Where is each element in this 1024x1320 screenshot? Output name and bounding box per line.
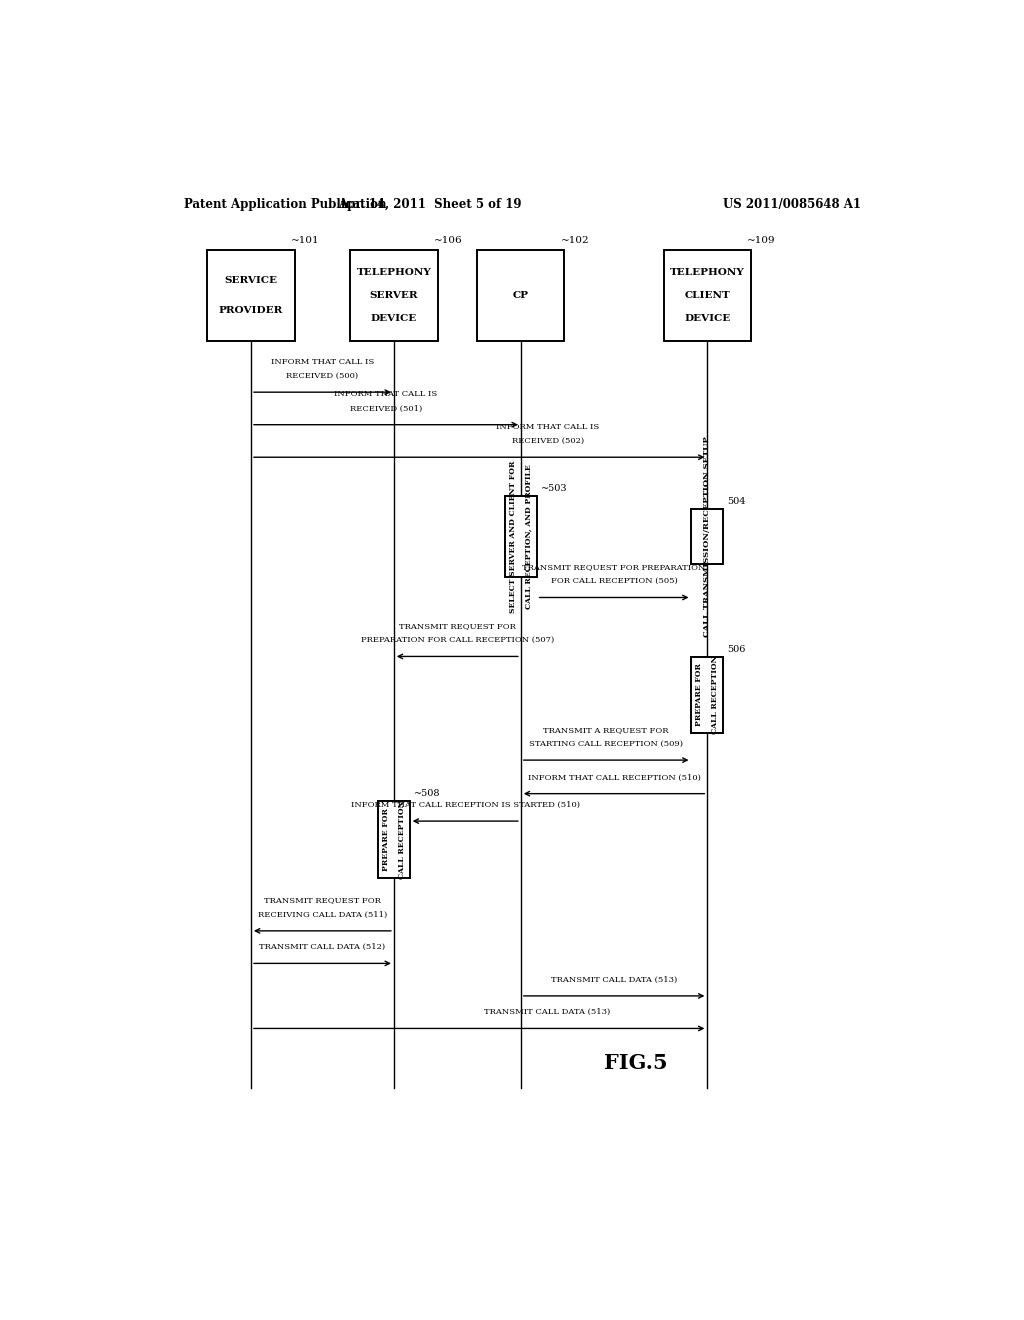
Text: TRANSMIT REQUEST FOR: TRANSMIT REQUEST FOR: [399, 622, 516, 630]
Text: RECEIVED (501): RECEIVED (501): [350, 404, 422, 412]
Text: SELECT SERVER AND CLIENT FOR: SELECT SERVER AND CLIENT FOR: [509, 461, 517, 612]
Text: US 2011/0085648 A1: US 2011/0085648 A1: [723, 198, 861, 211]
Text: CLIENT: CLIENT: [684, 292, 730, 300]
Text: 504: 504: [727, 496, 745, 506]
Text: DEVICE: DEVICE: [684, 314, 730, 323]
Text: INFORM THAT CALL IS: INFORM THAT CALL IS: [496, 422, 599, 430]
Text: CP: CP: [513, 292, 528, 300]
Bar: [505, 496, 537, 577]
Text: TELEPHONY: TELEPHONY: [670, 268, 744, 277]
Text: ~503: ~503: [541, 484, 567, 492]
Text: ~101: ~101: [291, 236, 319, 244]
Bar: [207, 249, 295, 342]
Text: ~102: ~102: [560, 236, 589, 244]
Text: RECEIVED (500): RECEIVED (500): [287, 372, 358, 380]
Text: Apr. 14, 2011  Sheet 5 of 19: Apr. 14, 2011 Sheet 5 of 19: [338, 198, 521, 211]
Text: CALL RECEPTION, AND PROFILE: CALL RECEPTION, AND PROFILE: [524, 465, 532, 609]
Text: INFORM THAT CALL IS: INFORM THAT CALL IS: [270, 358, 374, 366]
Text: ~106: ~106: [433, 236, 462, 244]
Bar: [378, 801, 410, 878]
Text: TRANSMIT REQUEST FOR PREPARATION: TRANSMIT REQUEST FOR PREPARATION: [522, 564, 706, 572]
Bar: [664, 249, 751, 342]
Text: ~508: ~508: [414, 789, 440, 799]
Text: TRANSMIT REQUEST FOR: TRANSMIT REQUEST FOR: [264, 896, 381, 904]
Text: PREPARE FOR: PREPARE FOR: [695, 664, 703, 726]
Text: DEVICE: DEVICE: [371, 314, 417, 323]
Text: 506: 506: [727, 645, 745, 653]
Text: TRANSMIT CALL DATA (512): TRANSMIT CALL DATA (512): [259, 944, 385, 952]
Bar: [691, 508, 723, 565]
Text: INFORM THAT CALL RECEPTION (510): INFORM THAT CALL RECEPTION (510): [527, 774, 700, 781]
Text: CALL RECEPTION: CALL RECEPTION: [397, 800, 406, 879]
Text: TRANSMIT CALL DATA (513): TRANSMIT CALL DATA (513): [484, 1008, 610, 1016]
Text: CALL RECEPTION: CALL RECEPTION: [712, 656, 719, 734]
Text: RECEIVED (502): RECEIVED (502): [512, 437, 584, 445]
Text: INFORM THAT CALL RECEPTION IS STARTED (510): INFORM THAT CALL RECEPTION IS STARTED (5…: [351, 801, 580, 809]
Text: STARTING CALL RECEPTION (509): STARTING CALL RECEPTION (509): [529, 741, 683, 748]
Text: PREPARATION FOR CALL RECEPTION (507): PREPARATION FOR CALL RECEPTION (507): [360, 636, 554, 644]
Text: ~109: ~109: [748, 236, 775, 244]
Text: TELEPHONY: TELEPHONY: [356, 268, 431, 277]
Text: PREPARE FOR: PREPARE FOR: [382, 808, 390, 871]
Bar: [477, 249, 564, 342]
Text: CALL TRANSMISSION/RECEPTION SETUP: CALL TRANSMISSION/RECEPTION SETUP: [703, 436, 712, 636]
Text: Patent Application Publication: Patent Application Publication: [183, 198, 386, 211]
Text: TRANSMIT A REQUEST FOR: TRANSMIT A REQUEST FOR: [544, 726, 669, 734]
Text: FOR CALL RECEPTION (505): FOR CALL RECEPTION (505): [551, 577, 678, 585]
Bar: [350, 249, 437, 342]
Text: TRANSMIT CALL DATA (513): TRANSMIT CALL DATA (513): [551, 975, 677, 983]
Text: RECEIVING CALL DATA (511): RECEIVING CALL DATA (511): [258, 911, 387, 919]
Text: FIG.5: FIG.5: [604, 1053, 668, 1073]
Text: SERVER: SERVER: [370, 292, 418, 300]
Text: INFORM THAT CALL IS: INFORM THAT CALL IS: [334, 391, 437, 399]
Bar: [691, 657, 723, 733]
Text: PROVIDER: PROVIDER: [219, 306, 284, 315]
Text: SERVICE: SERVICE: [224, 276, 278, 285]
